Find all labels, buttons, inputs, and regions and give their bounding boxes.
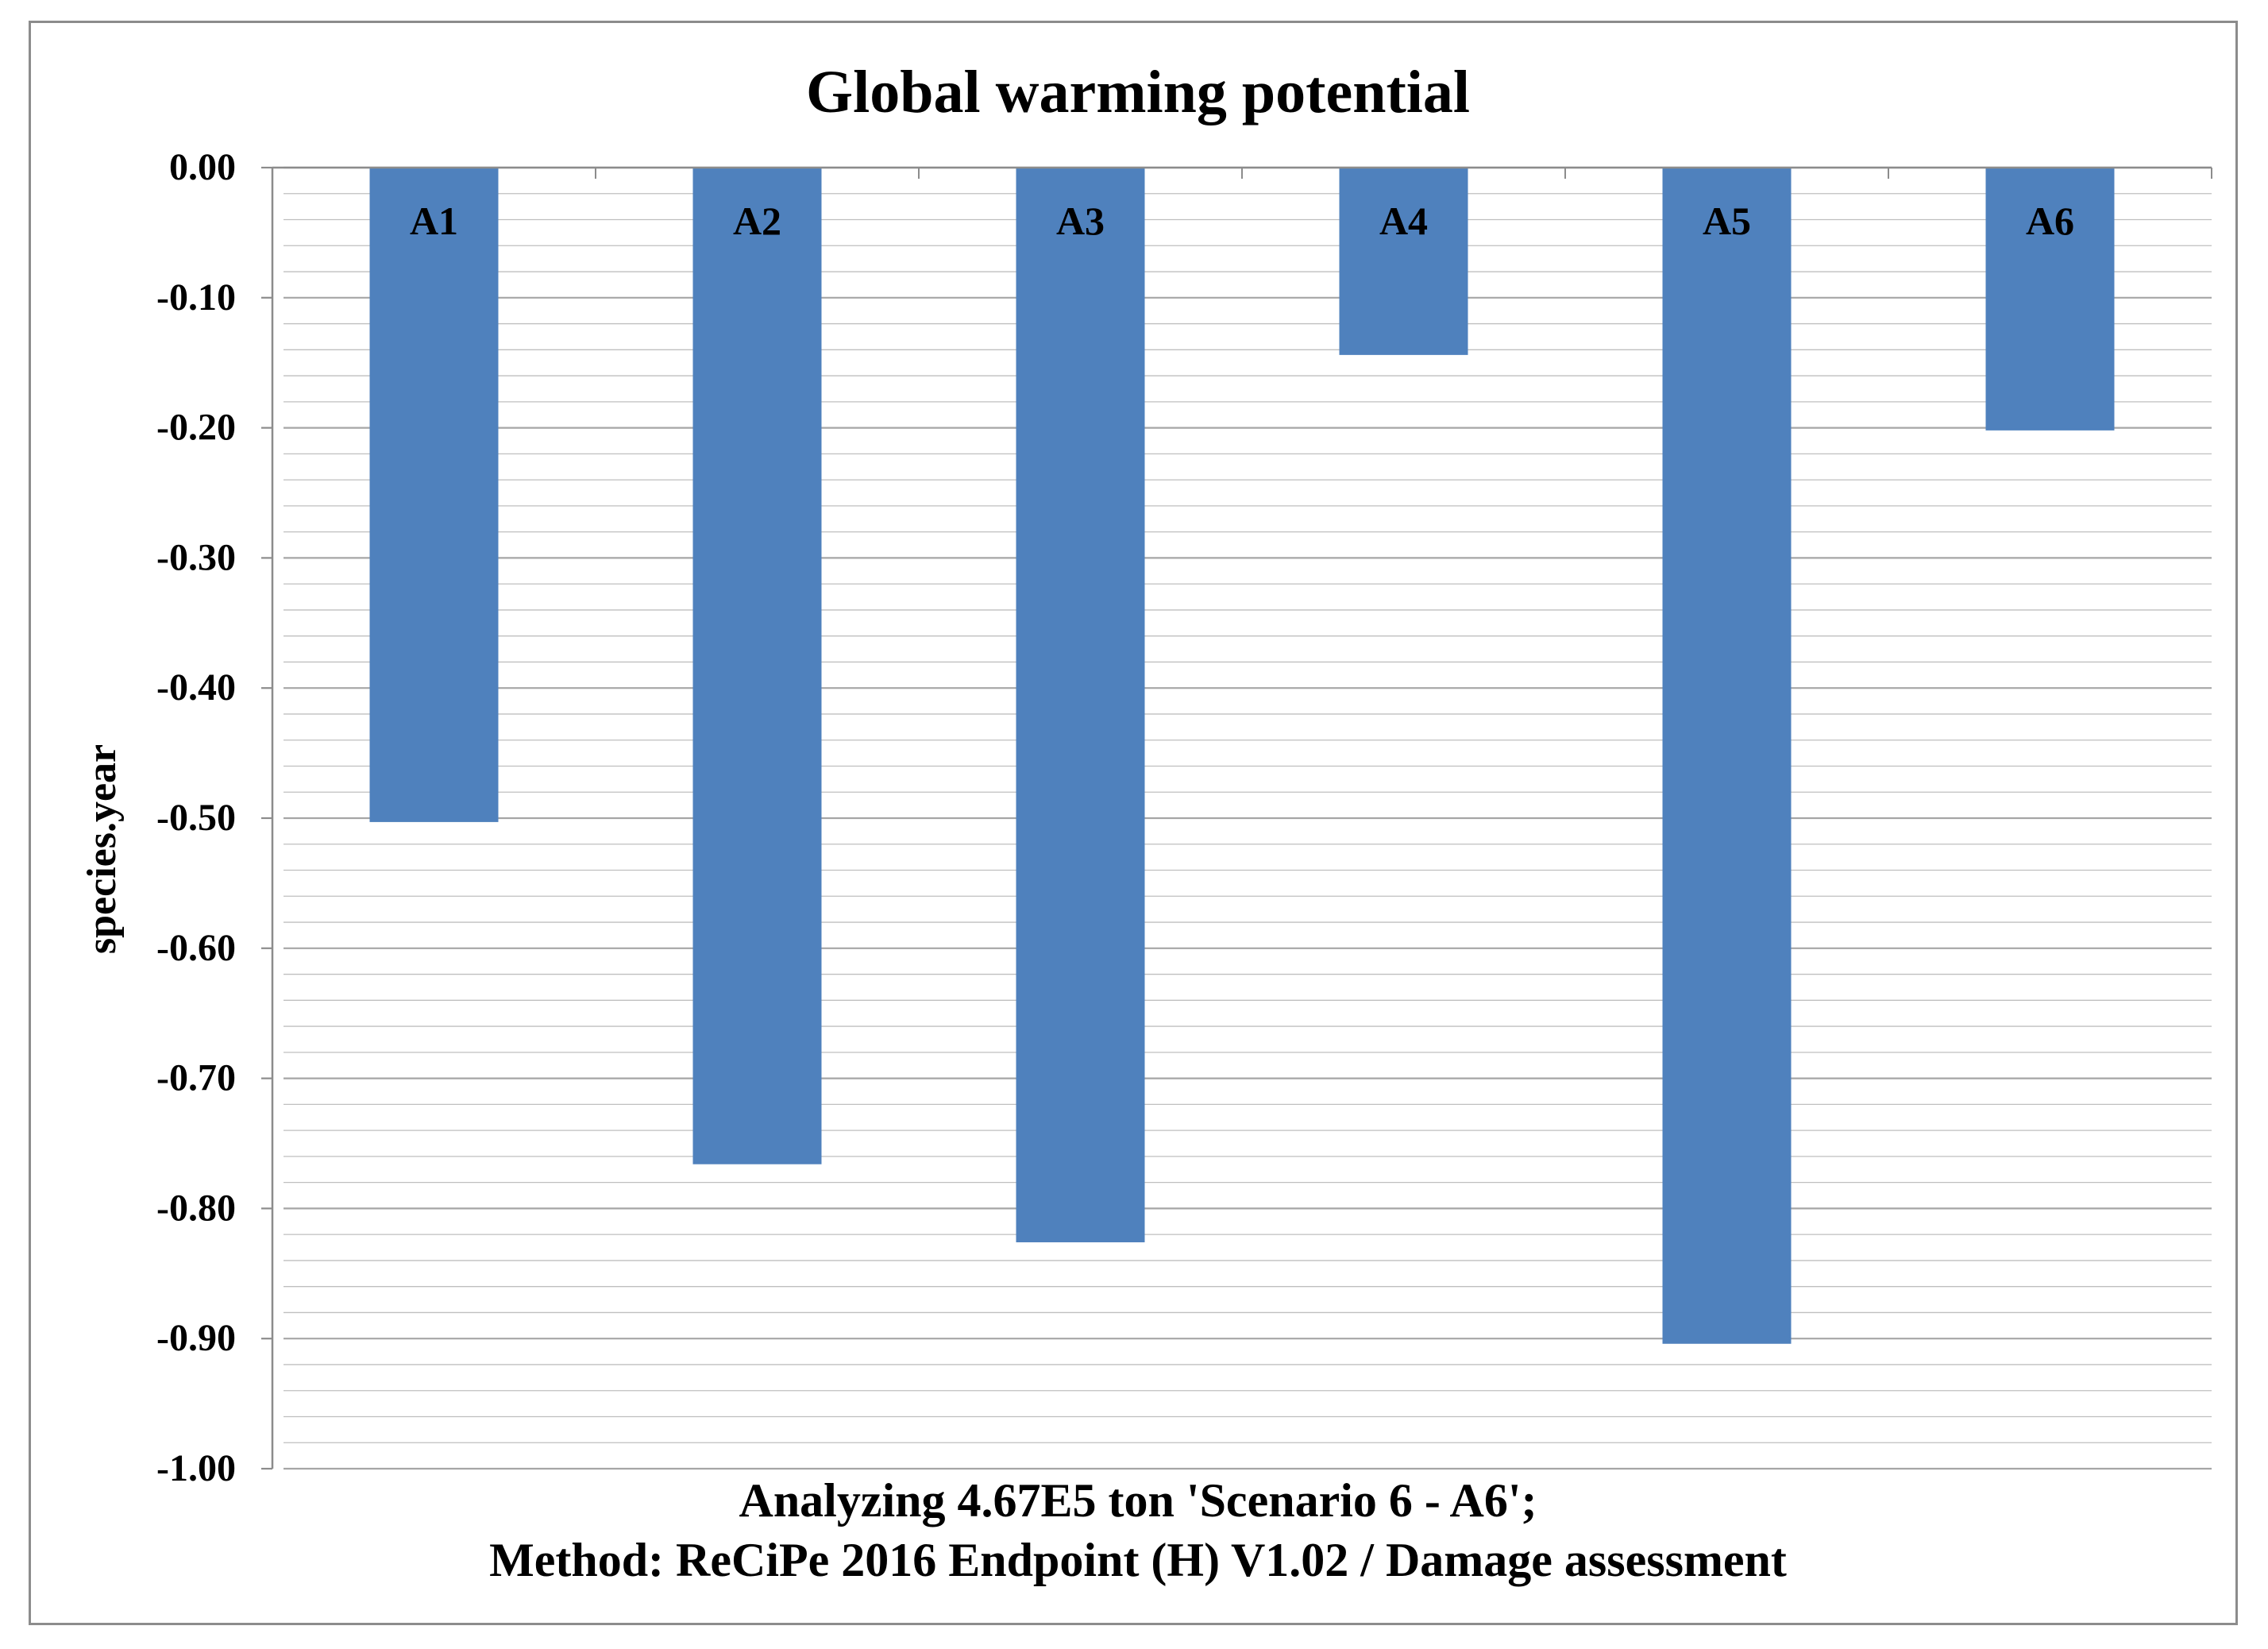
gridlines (284, 166, 2212, 1470)
y-tick-label: -0.30 (156, 536, 236, 578)
y-tick-label: 0.00 (169, 146, 236, 188)
bars (369, 168, 2115, 1344)
axes (261, 166, 2212, 1470)
y-tick-label: -0.90 (156, 1317, 236, 1359)
bar-a6 (1985, 168, 2115, 431)
bar-a1 (369, 168, 499, 822)
chart-title: Global warming potential (806, 59, 1470, 126)
bar-a5 (1662, 168, 1792, 1344)
y-tick-label: -0.70 (156, 1057, 236, 1099)
chart-frame: Global warming potential 0.00 -0.10 -0.20 -… (29, 21, 2238, 1625)
y-tick-label: -0.40 (156, 666, 236, 709)
bar-label-a3: A3 (1056, 199, 1105, 243)
y-axis-title: species.year (79, 744, 125, 954)
bar-a4 (1339, 168, 1468, 355)
y-tick-label: -0.80 (156, 1187, 236, 1229)
x-axis-title-line-2: Method: ReCiPe 2016 Endpoint (H) V1.02 /… (489, 1534, 1787, 1586)
bar-labels: A1 A2 A3 A4 A5 A6 (410, 199, 2074, 243)
x-axis-title-line-1: Analyzing 4.67E5 ton 'Scenario 6 - A6'; (739, 1474, 1537, 1527)
bar-a3 (1016, 168, 1145, 1242)
bar-label-a6: A6 (2026, 199, 2074, 243)
y-tick-label: -0.20 (156, 407, 236, 449)
y-tick-label: -0.60 (156, 927, 236, 969)
bar-label-a1: A1 (410, 199, 458, 243)
bar-label-a2: A2 (733, 199, 781, 243)
bar-a2 (692, 168, 822, 1164)
y-tick-label: -0.50 (156, 797, 236, 839)
y-tick-label: -1.00 (156, 1447, 236, 1489)
y-tick-label: -0.10 (156, 276, 236, 319)
bar-label-a4: A4 (1379, 199, 1428, 243)
y-tick-labels: 0.00 -0.10 -0.20 -0.30 -0.40 -0.50 -0.60 -0.70 -… (156, 146, 236, 1489)
bar-chart: Global warming potential 0.00 -0.10 -0.20 -… (79, 59, 2212, 1586)
bar-label-a5: A5 (1703, 199, 1751, 243)
